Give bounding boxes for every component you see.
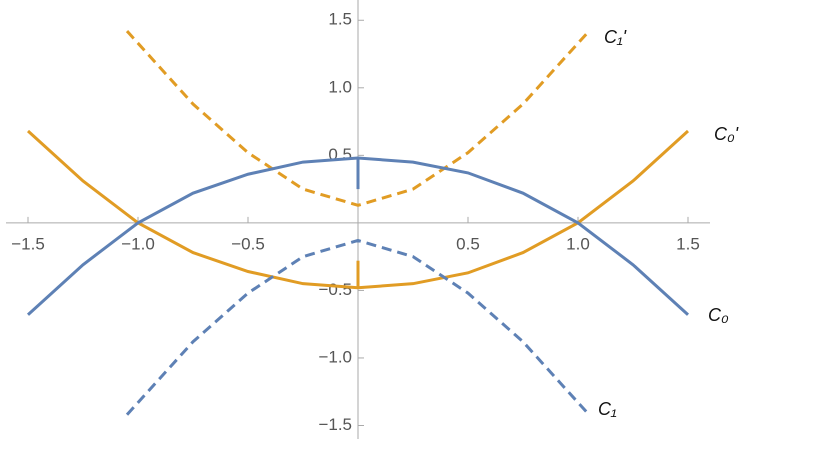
- x-tick-label: 0.5: [456, 234, 480, 253]
- curve-label: C₁': [604, 27, 627, 47]
- x-tick-label: −1.0: [121, 234, 155, 253]
- x-tick-label: −1.5: [11, 234, 45, 253]
- curve-label: C₀': [714, 124, 739, 144]
- y-tick-label: −0.5: [318, 280, 352, 299]
- curve: [125, 30, 591, 207]
- y-tick-label: −1.5: [318, 415, 352, 434]
- y-tick-label: −1.0: [318, 347, 352, 366]
- x-tick-label: 1.5: [676, 234, 700, 253]
- y-tick-label: 1.5: [328, 10, 352, 29]
- x-tick-label: −0.5: [231, 234, 265, 253]
- curve-label: C₀: [708, 305, 729, 325]
- curve-label: C₁: [598, 399, 617, 419]
- curve: [125, 238, 591, 416]
- x-tick-label: 1.0: [566, 234, 590, 253]
- y-tick-label: 1.0: [328, 77, 352, 96]
